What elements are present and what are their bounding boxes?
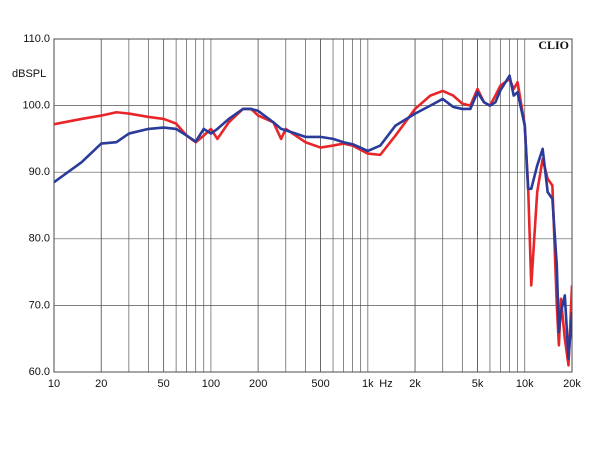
brand-label: CLIO — [538, 38, 569, 52]
plot-frame — [53, 38, 573, 373]
x-tick-label: 500 — [311, 378, 329, 390]
y-tick-label: 70.0 — [29, 299, 50, 311]
x-tick-label: 5k — [472, 378, 484, 390]
x-tick-label: 2k — [409, 378, 421, 390]
y-axis-label: dBSPL — [12, 68, 46, 80]
y-tick-label: 100.0 — [22, 100, 50, 112]
x-tick-label: 200 — [249, 378, 267, 390]
series-group — [54, 74, 572, 367]
x-tick-label: 100 — [202, 378, 220, 390]
x-tick-label: 10k — [516, 378, 534, 390]
x-tick-label: 1k — [362, 378, 374, 390]
x-axis-label: Hz — [379, 378, 392, 390]
x-tick-label: 20 — [95, 378, 107, 390]
x-tick-label: 10 — [48, 378, 60, 390]
tick-labels: 10 20 50 100 200 500 1k 2k 5k 10k 20k 60.0 70.0 80.0 9… — [22, 33, 581, 390]
y-tick-label: 90.0 — [29, 166, 50, 178]
y-tick-label: 60.0 — [29, 366, 50, 378]
series-line — [54, 74, 572, 360]
y-tick-label: 80.0 — [29, 233, 50, 245]
x-tick-label: 50 — [158, 378, 170, 390]
grid — [53, 38, 573, 373]
y-tick-label: 110.0 — [23, 33, 50, 45]
x-tick-label: 20k — [563, 378, 581, 390]
